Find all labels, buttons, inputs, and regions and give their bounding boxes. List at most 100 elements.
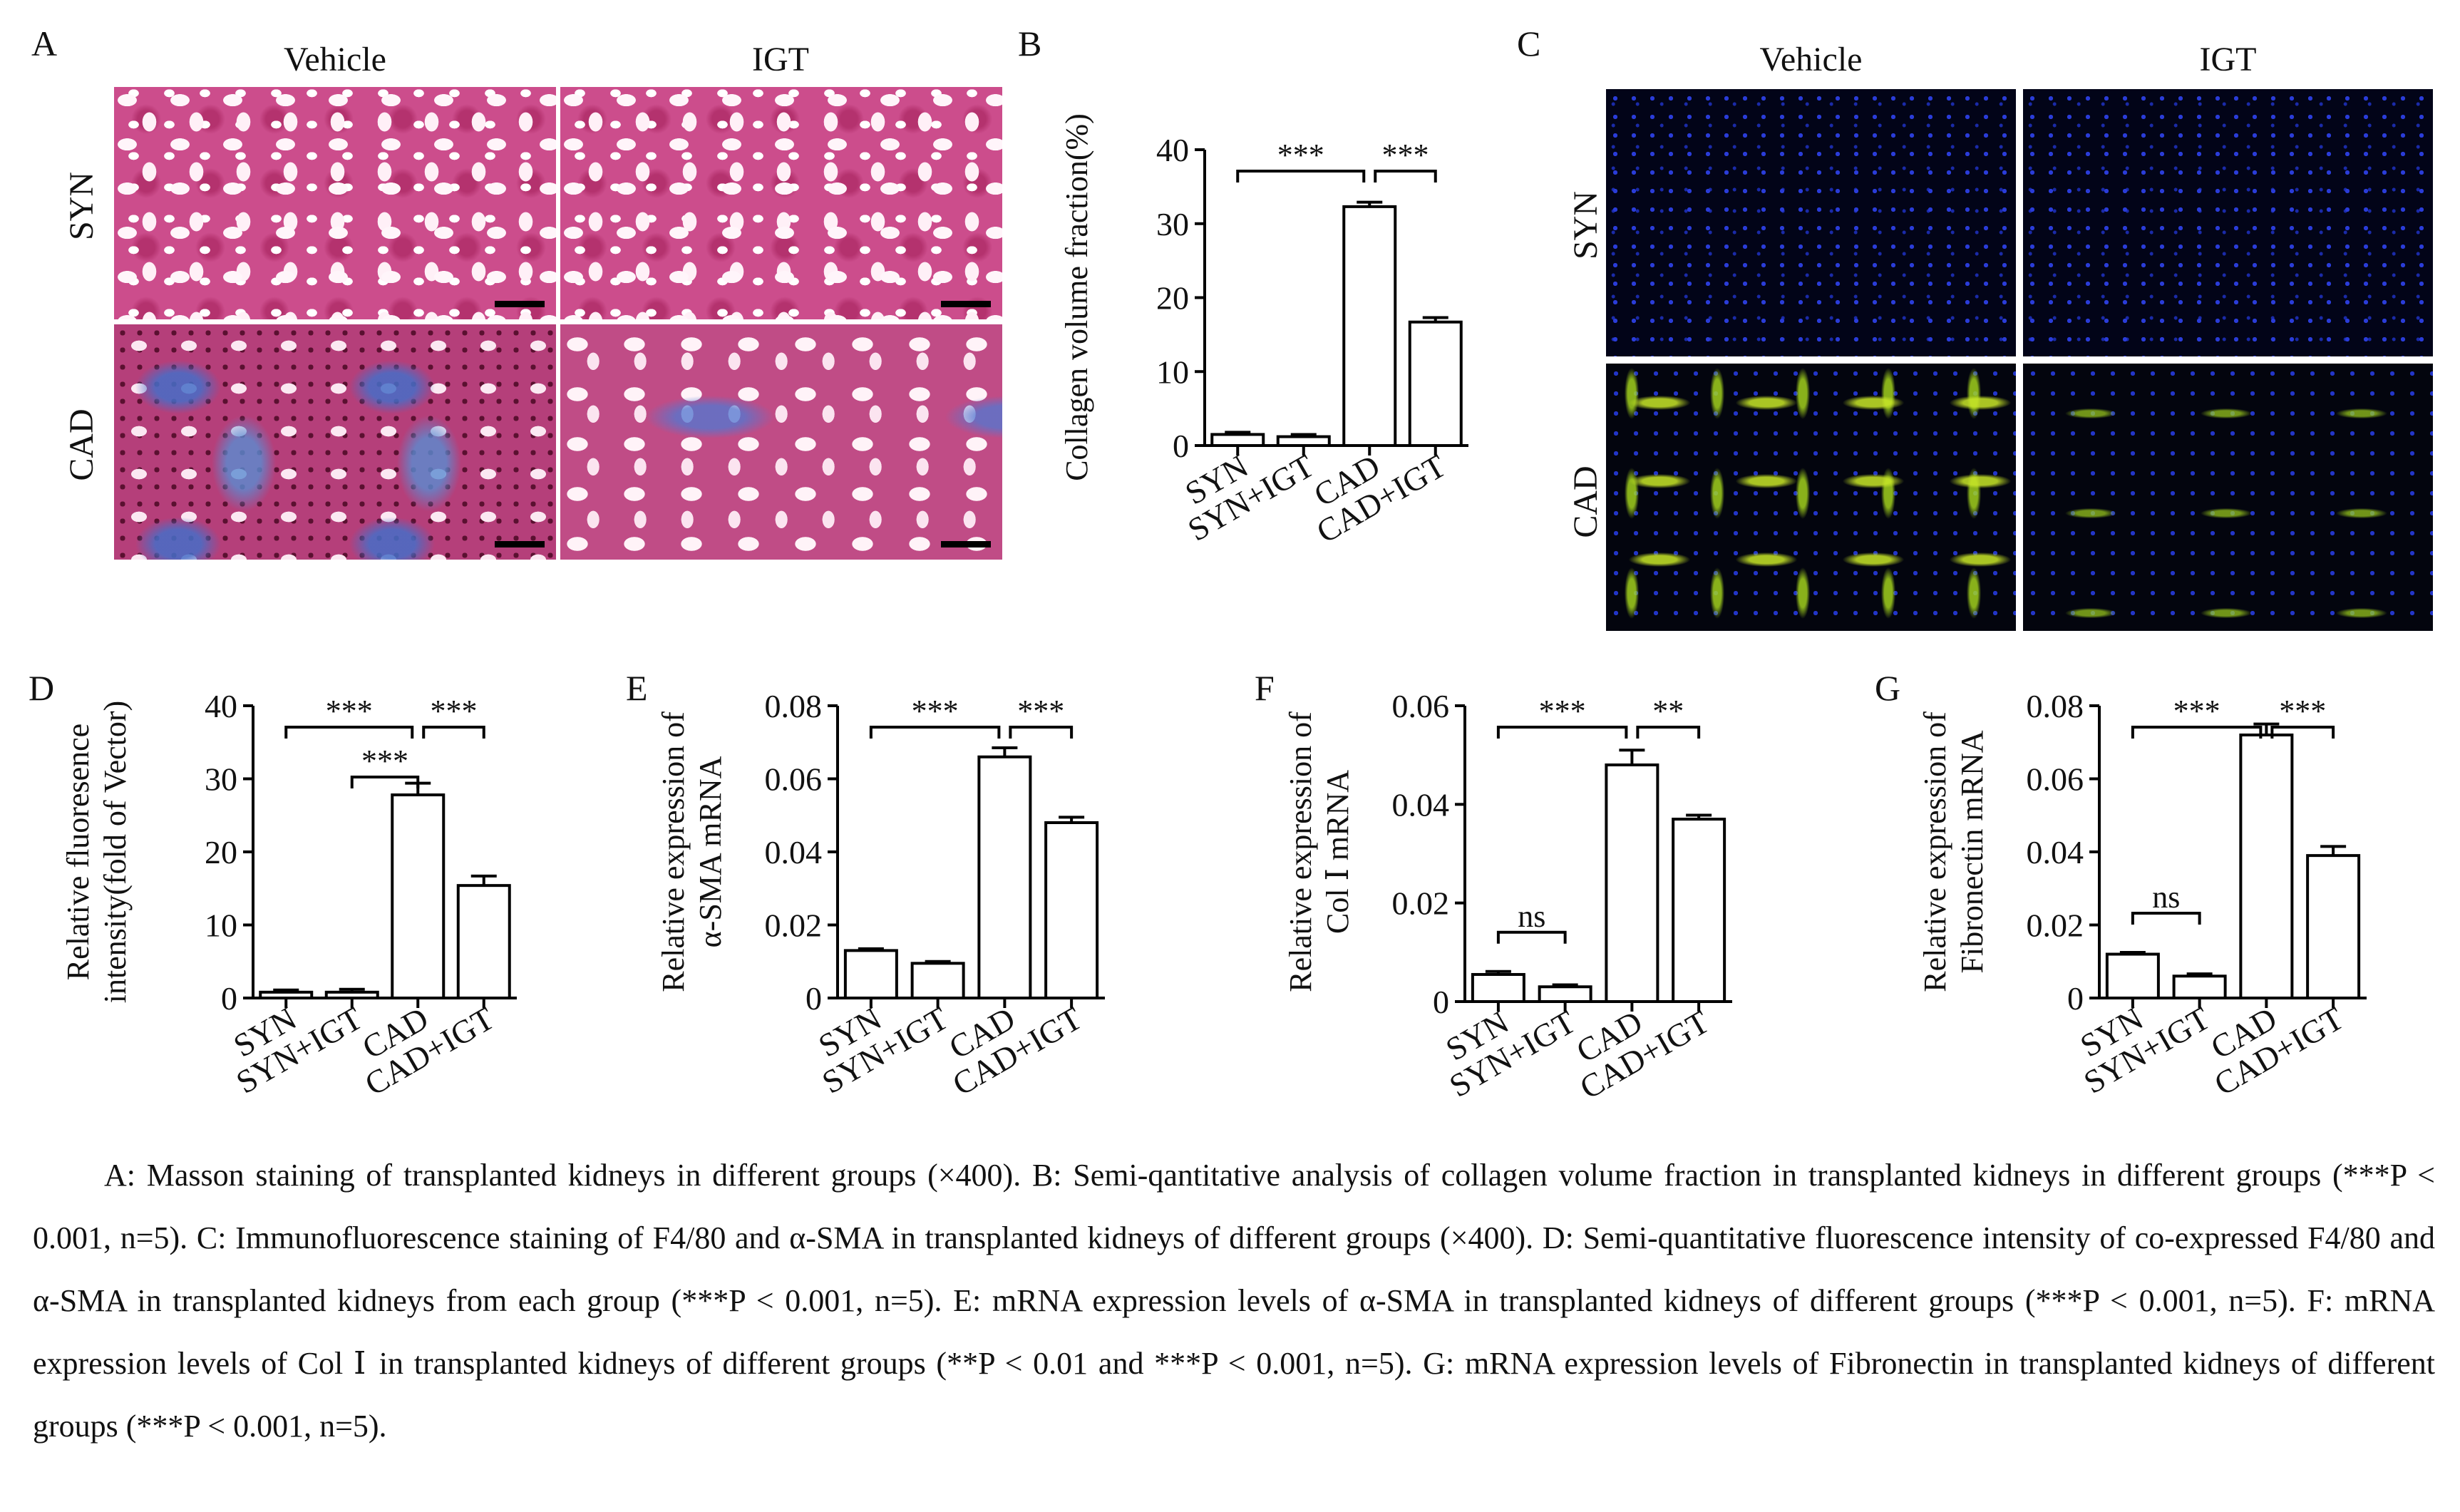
significance-bracket	[1236, 170, 1366, 182]
significance-bracket	[2270, 726, 2335, 739]
y-axis-label-line: Relative expression of	[1918, 711, 1952, 992]
y-tick-label: 0.02	[2027, 907, 2084, 944]
y-axis-label-line: Col Ⅰ mRNA	[1320, 770, 1355, 934]
significance-label: ***	[2279, 694, 2326, 729]
bar	[843, 949, 898, 999]
y-axis-label-line: Fibronectin mRNA	[1955, 730, 1990, 973]
significance-label: ***	[1277, 138, 1324, 173]
panel-a-col-label-igt: IGT	[752, 41, 809, 78]
bar	[1605, 763, 1659, 1003]
masson-cad-igt-image	[560, 324, 1002, 560]
bar	[1276, 435, 1331, 447]
x-tick-label: SYN+IGT	[1443, 1003, 1582, 1104]
x-tick-label: SYN+IGT	[2078, 999, 2216, 1100]
x-tick-label: CAD+IGT	[359, 999, 500, 1102]
y-tick-label: 0	[1433, 984, 1449, 1020]
panel-c-row-label-syn: SYN	[1567, 190, 1605, 260]
bar	[1538, 985, 1592, 1003]
x-tick-label: SYN	[813, 999, 887, 1064]
significance-bracket	[1496, 726, 1628, 739]
y-axis-label: Relative expression ofα-SMA mRNA	[656, 711, 728, 992]
significance-label: ***	[2173, 694, 2220, 729]
y-tick-label: 0	[1173, 428, 1189, 464]
bar	[2172, 974, 2227, 999]
panel-letter-b: B	[1018, 24, 1042, 63]
panel-a-row-label-syn: SYN	[63, 171, 101, 241]
bar	[910, 962, 965, 999]
significance-bracket	[1374, 170, 1437, 182]
bar	[259, 990, 314, 1000]
y-axis-label-line: Relative expression of	[656, 711, 691, 992]
significance-label: ***	[1382, 138, 1429, 173]
panel-c-col-label-vehicle: Vehicle	[1759, 41, 1863, 78]
y-axis-label: Relative expression ofCol Ⅰ mRNA	[1283, 711, 1355, 992]
significance-bracket	[350, 776, 420, 788]
if-cad-igt-image	[2023, 364, 2433, 631]
y-axis-label: Relative fluoresenceintensity(fold of Ve…	[61, 701, 133, 1003]
significance-label: ns	[1518, 899, 1545, 934]
y-tick-label: 30	[205, 761, 237, 798]
panel-a-col-label-vehicle: Vehicle	[284, 41, 386, 78]
y-axis-label-line: intensity(fold of Vector)	[98, 701, 133, 1003]
bar	[2306, 854, 2361, 999]
bar	[1471, 972, 1525, 1004]
y-tick-label: 0	[806, 980, 822, 1017]
significance-label: **	[1652, 694, 1684, 729]
bar	[324, 990, 379, 1000]
x-tick-label: SYN	[227, 999, 302, 1064]
bar	[977, 755, 1032, 999]
x-tick-label: CAD	[1570, 1003, 1649, 1069]
significance-bracket	[1496, 930, 1567, 944]
significance-label: ***	[326, 694, 373, 729]
x-tick-label: CAD+IGT	[947, 999, 1088, 1102]
y-axis-label: Relative expression ofFibronectin mRNA	[1918, 711, 1990, 992]
y-tick-label: 0	[2067, 980, 2084, 1017]
y-tick-label: 20	[1156, 280, 1189, 317]
figure-caption: A: Masson staining of transplanted kidne…	[33, 1144, 2435, 1458]
y-tick-label: 40	[205, 688, 237, 724]
y-tick-label: 0.06	[765, 761, 823, 798]
panel-a-row-label-cad: CAD	[63, 408, 101, 481]
y-axis-label: Collagen volume fraction(%)	[1059, 113, 1094, 481]
caption-text: A: Masson staining of transplanted kidne…	[33, 1158, 2435, 1444]
x-tick-label: CAD+IGT	[2208, 999, 2350, 1102]
x-tick-label: SYN+IGT	[230, 999, 369, 1100]
panel-letter-c: C	[1517, 24, 1541, 63]
y-tick-label: 0.06	[2027, 761, 2084, 798]
y-tick-label: 0	[221, 980, 237, 1017]
panel-c-row-label-cad: CAD	[1567, 466, 1605, 538]
significance-label: ***	[361, 744, 408, 778]
bar	[456, 884, 511, 1000]
y-axis-label-line: Relative expression of	[1283, 711, 1318, 992]
significance-bracket	[2131, 726, 2263, 739]
panel-letter-f: F	[1255, 668, 1275, 708]
significance-label: ***	[1017, 694, 1064, 729]
masson-syn-igt-image	[560, 87, 1002, 319]
masson-syn-vehicle-image	[114, 87, 556, 319]
x-tick-label: CAD	[1308, 447, 1386, 513]
x-tick-label: CAD	[356, 999, 435, 1066]
bar	[1408, 320, 1463, 447]
bar	[1672, 818, 1726, 1004]
y-axis-label-line: α-SMA mRNA	[693, 756, 728, 947]
bar	[391, 793, 446, 1000]
if-cad-vehicle-image	[1606, 364, 2016, 631]
significance-bracket	[869, 726, 1001, 739]
x-tick-label: SYN	[2074, 999, 2149, 1064]
bar	[1044, 821, 1099, 999]
y-tick-label: 0.04	[1392, 786, 1450, 823]
bar	[2239, 734, 2294, 999]
if-syn-igt-image	[2023, 89, 2433, 356]
y-tick-label: 0.04	[2027, 834, 2084, 870]
x-tick-label: CAD	[943, 999, 1021, 1066]
y-tick-label: 0.02	[765, 907, 823, 944]
y-axis-label-line: Relative fluoresence	[61, 724, 96, 980]
if-syn-vehicle-image	[1606, 89, 2016, 356]
x-tick-label: CAD	[2205, 999, 2283, 1066]
significance-bracket	[1636, 726, 1701, 739]
bar	[1342, 205, 1397, 447]
panel-c-col-label-igt: IGT	[2199, 41, 2257, 78]
y-tick-label: 0.06	[1392, 688, 1450, 724]
x-tick-label: CAD+IGT	[1310, 447, 1451, 550]
y-tick-label: 0.08	[765, 688, 823, 724]
